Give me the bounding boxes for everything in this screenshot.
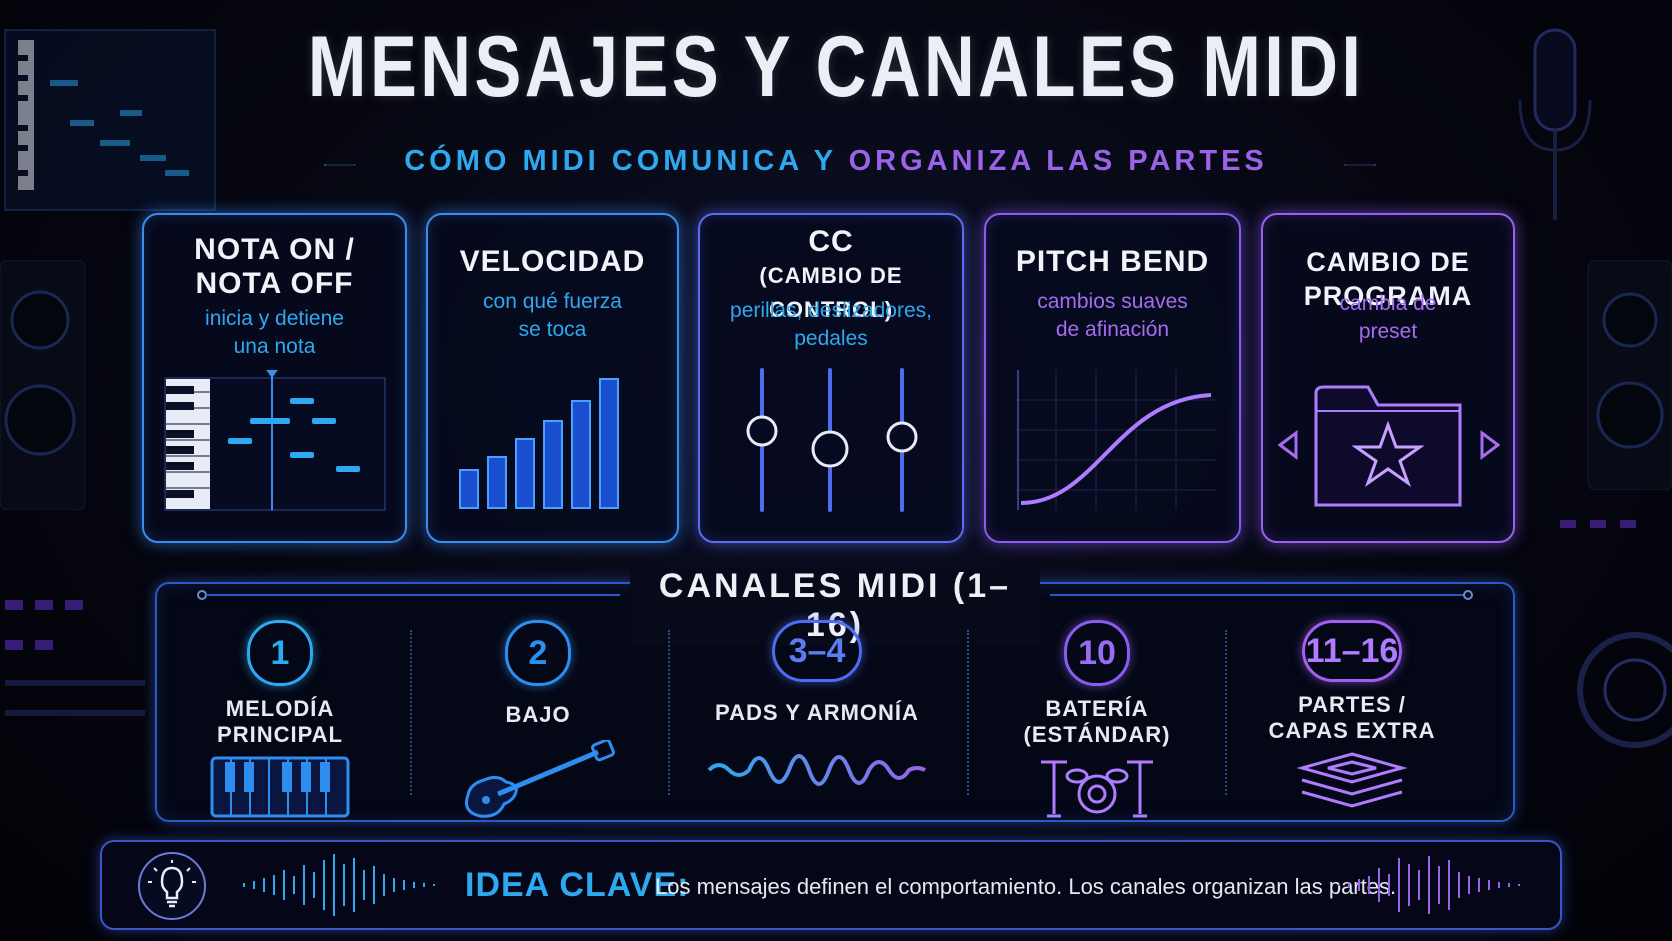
channel-label-line1: PADS Y ARMONÍA [715, 700, 919, 725]
card-desc-line2: pedales [794, 327, 868, 350]
channel-divider [410, 630, 412, 795]
channel-label-line1: PARTES / [1298, 692, 1406, 717]
card-desc-line2: preset [1358, 320, 1418, 343]
channel-number-badge: 10 [1064, 620, 1130, 686]
channel-number-badge: 1 [247, 620, 313, 686]
card-program-change: CAMBIO DE PROGRAMA cambia de preset [1261, 213, 1515, 543]
card-title-line1: PITCH BEND [1015, 245, 1210, 278]
channel-label-line2: (ESTÁNDAR) [1023, 722, 1171, 747]
background-speaker-icon [1587, 260, 1672, 490]
channel-divider [967, 630, 969, 795]
card-control-change: CC (CAMBIO DE CONTROL) perillas, desliza… [698, 213, 964, 543]
subtitle-part-purple: ORGANIZA LAS PARTES [848, 145, 1268, 177]
background-microphone-icon [1518, 28, 1592, 220]
page-subtitle: CÓMO MIDI COMUNICA Y ORGANIZA LAS PARTES [0, 145, 1672, 178]
waveform-icon [707, 754, 926, 786]
layers-icon [1296, 752, 1408, 808]
channel-item-melody: 1 MELODÍA PRINCIPAL [160, 620, 400, 818]
background-piano-roll-icon [4, 29, 216, 211]
card-desc-line1: perillas, deslizadores, [730, 299, 932, 322]
card-desc-line2: se toca [518, 318, 587, 341]
channel-divider [1225, 630, 1227, 795]
card-title-line2: (CAMBIO DE CONTROL) [759, 263, 903, 322]
channel-number-badge: 11–16 [1302, 620, 1402, 682]
bass-guitar-icon [465, 740, 615, 818]
channel-item-bass: 2 BAJO [418, 620, 658, 820]
subtitle-part-blue: CÓMO MIDI COMUNICA Y [404, 145, 837, 177]
pitch-curve-icon [1016, 370, 1216, 510]
drum-kit-icon [1041, 760, 1153, 818]
card-title-line1: CAMBIO DE PROGRAMA [1303, 247, 1473, 311]
background-speaker-icon [0, 260, 86, 510]
lightbulb-icon [138, 852, 206, 920]
channel-item-drums: 10 BATERÍA (ESTÁNDAR) [977, 620, 1217, 820]
card-title-line2: NOTA OFF [195, 267, 354, 300]
card-velocity: VELOCIDAD con qué fuerza se toca [426, 213, 679, 543]
channel-number-badge: 2 [505, 620, 571, 686]
background-console-icon [1560, 520, 1672, 748]
card-title-line1: VELOCIDAD [459, 245, 646, 278]
preset-folder-icon [1278, 385, 1500, 507]
sliders-icon [746, 368, 918, 512]
channel-label-line1: BATERÍA [1045, 696, 1149, 721]
channels-line-left [197, 590, 620, 600]
card-desc-line2: una nota [233, 335, 316, 358]
channel-label-line2: PRINCIPAL [217, 722, 343, 747]
channels-line-right [1050, 590, 1473, 600]
card-desc-line1: cambia de [1339, 292, 1437, 315]
channel-label-line2: CAPAS EXTRA [1268, 718, 1436, 743]
channel-label-line1: BAJO [505, 702, 571, 727]
velocity-bars-icon [459, 378, 619, 509]
channel-item-pads: 3–4 PADS Y ARMONÍA [697, 620, 937, 800]
card-title-line1: CC [808, 225, 854, 258]
card-desc-line1: inicia y detiene [205, 307, 344, 330]
key-idea-text: Los mensajes definen el comportamiento. … [655, 874, 1397, 899]
card-desc-line1: con qué fuerza [483, 290, 622, 313]
key-idea-label: IDEA CLAVE: [465, 866, 690, 904]
card-desc-line1: cambios suaves [1037, 290, 1188, 313]
keyboard-icon [210, 756, 350, 818]
soundwave-right-icon [1338, 856, 1520, 914]
channel-number-badge: 3–4 [772, 620, 862, 682]
soundwave-left-icon [243, 854, 435, 916]
channel-label-line1: MELODÍA [225, 696, 335, 721]
background-console-icon [5, 600, 145, 716]
piano-roll-icon [164, 370, 386, 511]
channels-heading: CANALES MIDI (1–16) [630, 567, 1040, 645]
card-note-on-off: NOTA ON / NOTA OFF inicia y detiene una … [142, 213, 407, 543]
card-desc-line2: de afinación [1055, 318, 1170, 341]
channel-divider [668, 630, 670, 795]
subtitle-line-right [1344, 164, 1376, 166]
card-title-line1: NOTA ON / [194, 233, 355, 266]
channel-item-extra-layers: 11–16 PARTES / CAPAS EXTRA [1232, 620, 1472, 814]
page-title: MENSAJES Y CANALES MIDI [307, 19, 1365, 115]
subtitle-line-left [324, 164, 356, 166]
card-pitch-bend: PITCH BEND cambios suaves de afinación [984, 213, 1241, 543]
